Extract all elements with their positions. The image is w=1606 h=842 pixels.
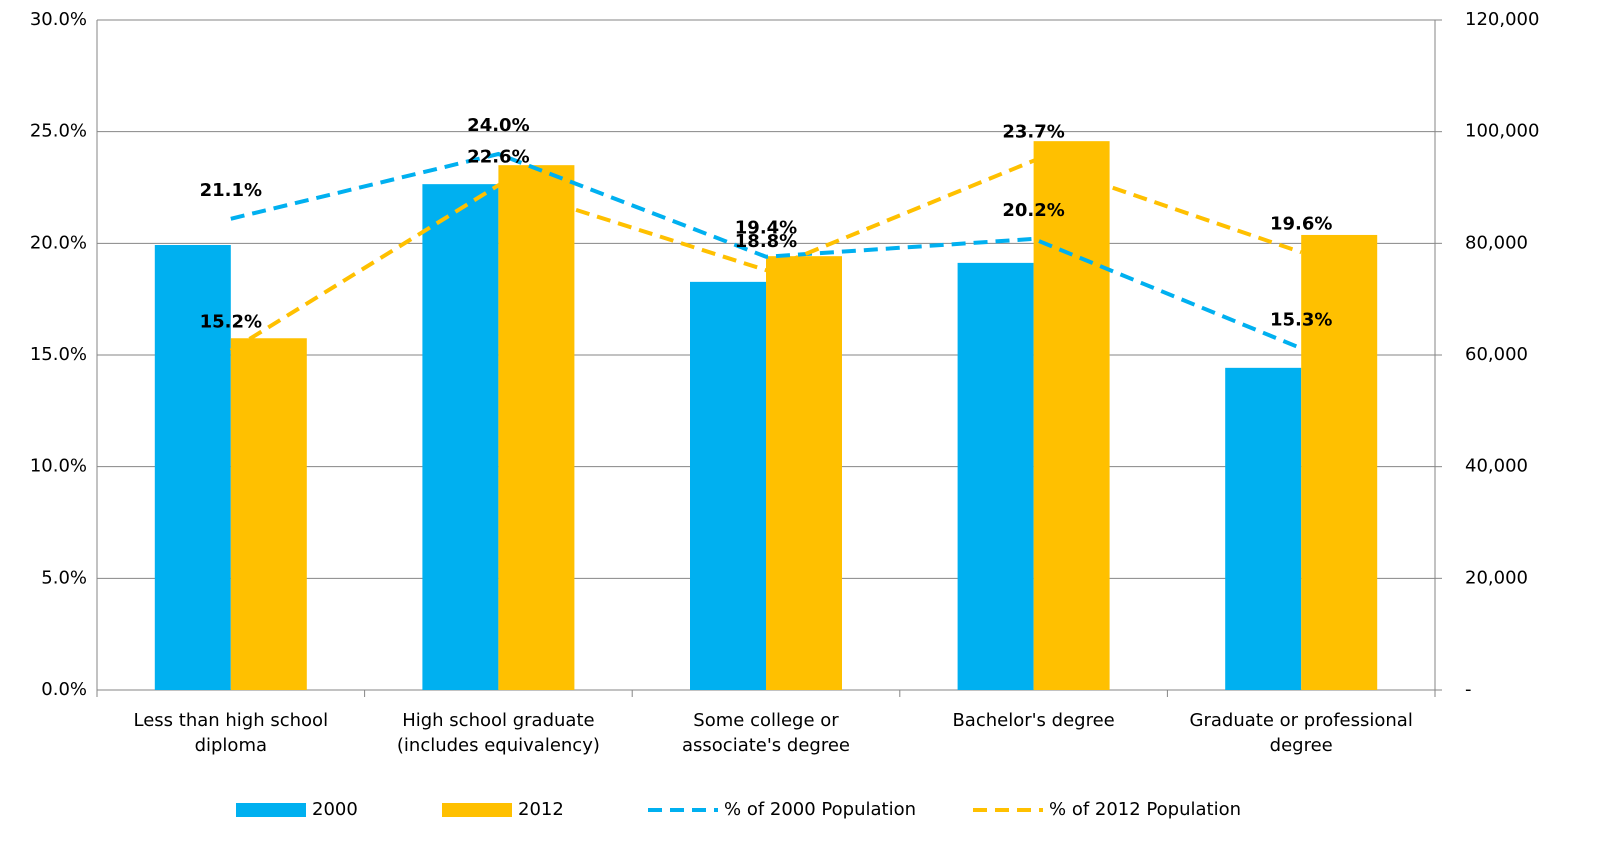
x-tick-label: Less than high school diploma <box>133 710 329 756</box>
data-label: 15.2% <box>200 312 262 333</box>
data-label: 22.6% <box>467 146 529 167</box>
bar <box>1301 234 1378 691</box>
bar <box>154 245 231 690</box>
y-tick-label: 10.0% <box>30 456 87 477</box>
legend-swatch <box>442 803 512 817</box>
data-label: 23.7% <box>1002 122 1064 143</box>
data-label: 19.6% <box>1270 213 1332 234</box>
legend-label: % of 2000 Population <box>724 799 916 820</box>
line <box>229 158 1302 353</box>
x-tick-label: Some college or associate's degree <box>682 710 850 756</box>
bar <box>498 165 575 690</box>
y2-tick-label: 20,000 <box>1465 567 1528 588</box>
y2-tick-label: - <box>1465 679 1472 700</box>
y2-tick-label: 40,000 <box>1465 456 1528 477</box>
y-tick-label: 15.0% <box>30 344 87 365</box>
data-label: 15.3% <box>1270 309 1332 330</box>
y2-tick-label: 60,000 <box>1465 344 1528 365</box>
y-tick-label: 25.0% <box>30 121 87 142</box>
y2-tick-label: 100,000 <box>1465 121 1539 142</box>
data-label: 19.4% <box>735 218 797 239</box>
bar <box>1033 141 1110 691</box>
y-tick-label: 30.0% <box>30 9 87 30</box>
bar <box>1225 367 1302 690</box>
data-label: 21.1% <box>200 180 262 201</box>
data-label: 24.0% <box>467 115 529 136</box>
y-tick-label: 20.0% <box>30 232 87 253</box>
data-label: 18.8% <box>735 231 797 252</box>
bar <box>230 338 307 690</box>
bar <box>422 184 499 690</box>
legend-label: 2000 <box>312 799 358 820</box>
legend-label: % of 2012 Population <box>1049 799 1241 820</box>
x-tick-label: Bachelor's degree <box>952 710 1115 731</box>
data-label: 20.2% <box>1002 200 1064 221</box>
y-tick-label: 0.0% <box>41 679 87 700</box>
legend-swatch <box>236 803 306 817</box>
bar <box>957 262 1034 690</box>
x-tick-label: High school graduate (includes equivalen… <box>396 710 600 756</box>
y2-tick-label: 80,000 <box>1465 232 1528 253</box>
y2-tick-label: 120,000 <box>1465 9 1539 30</box>
line <box>230 151 1302 351</box>
y-tick-label: 5.0% <box>41 567 87 588</box>
legend-label: 2012 <box>518 799 564 820</box>
bar <box>766 256 842 690</box>
bar <box>690 281 766 690</box>
x-tick-label: Graduate or professional degree <box>1189 710 1413 756</box>
